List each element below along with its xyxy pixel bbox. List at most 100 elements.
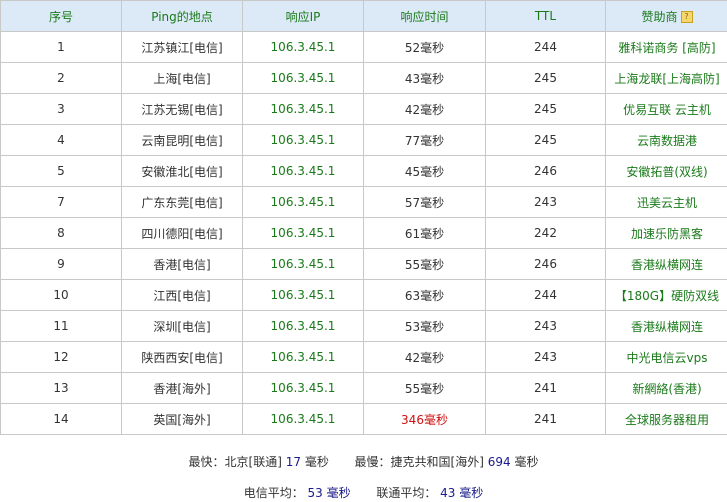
row-location: 江苏镇江[电信] <box>121 31 243 63</box>
fastest-label: 最快：北京[联通] <box>188 455 282 469</box>
sponsor-link[interactable]: 香港纵横网连 <box>605 310 727 342</box>
row-number: 4 <box>0 124 122 156</box>
row-ttl: 244 <box>485 31 606 63</box>
row-number: 9 <box>0 248 122 280</box>
row-location: 香港[海外] <box>121 372 243 404</box>
row-location: 英国[海外] <box>121 403 243 435</box>
row-number: 12 <box>0 341 122 373</box>
row-ttl: 243 <box>485 341 606 373</box>
header-sponsor: 赞助商? <box>605 0 727 32</box>
row-time: 42毫秒 <box>363 93 486 125</box>
table-row: 12 陕西西安[电信] 106.3.45.1 42毫秒 243 中光电信云vps <box>0 341 727 373</box>
row-ip: 106.3.45.1 <box>242 279 364 311</box>
sponsor-link[interactable]: 【180G】硬防双线 <box>605 279 727 311</box>
row-location: 陕西西安[电信] <box>121 341 243 373</box>
question-icon[interactable]: ? <box>680 11 693 23</box>
row-ip: 106.3.45.1 <box>242 372 364 404</box>
header-location: Ping的地点 <box>121 0 243 32</box>
row-number: 11 <box>0 310 122 342</box>
row-ttl: 242 <box>485 217 606 249</box>
table-row: 13 香港[海外] 106.3.45.1 55毫秒 241 新網絡(香港) <box>0 372 727 404</box>
sponsor-link[interactable]: 迅美云主机 <box>605 186 727 218</box>
table-row: 5 安徽淮北[电信] 106.3.45.1 45毫秒 246 安徽拓普(双线) <box>0 155 727 187</box>
row-time: 55毫秒 <box>363 372 486 404</box>
sponsor-link[interactable]: 全球服务器租用 <box>605 403 727 435</box>
row-time: 346毫秒 <box>363 403 486 435</box>
sponsor-link[interactable]: 云南数据港 <box>605 124 727 156</box>
row-number: 7 <box>0 186 122 218</box>
row-location: 广东东莞[电信] <box>121 186 243 218</box>
row-ip: 106.3.45.1 <box>242 217 364 249</box>
row-ip: 106.3.45.1 <box>242 93 364 125</box>
table-row: 9 香港[电信] 106.3.45.1 55毫秒 246 香港纵横网连 <box>0 248 727 280</box>
sponsor-link[interactable]: 新網絡(香港) <box>605 372 727 404</box>
row-location: 上海[电信] <box>121 62 243 94</box>
row-number: 10 <box>0 279 122 311</box>
row-ttl: 241 <box>485 372 606 404</box>
row-ttl: 241 <box>485 403 606 435</box>
row-ip: 106.3.45.1 <box>242 403 364 435</box>
row-location: 深圳[电信] <box>121 310 243 342</box>
sponsor-link[interactable]: 中光电信云vps <box>605 341 727 373</box>
row-location: 安徽淮北[电信] <box>121 155 243 187</box>
row-ttl: 243 <box>485 310 606 342</box>
row-ip: 106.3.45.1 <box>242 31 364 63</box>
row-time: 53毫秒 <box>363 310 486 342</box>
slowest-value: 694 <box>487 455 511 469</box>
row-time: 57毫秒 <box>363 186 486 218</box>
row-location: 四川德阳[电信] <box>121 217 243 249</box>
row-number: 13 <box>0 372 122 404</box>
row-number: 3 <box>0 93 122 125</box>
sponsor-link[interactable]: 上海龙联[上海高防] <box>605 62 727 94</box>
row-time: 52毫秒 <box>363 31 486 63</box>
row-ttl: 244 <box>485 279 606 311</box>
table-row: 3 江苏无锡[电信] 106.3.45.1 42毫秒 245 优易互联 云主机 <box>0 93 727 125</box>
row-ttl: 245 <box>485 62 606 94</box>
row-time: 77毫秒 <box>363 124 486 156</box>
row-time: 55毫秒 <box>363 248 486 280</box>
row-ttl: 246 <box>485 155 606 187</box>
telecom-avg-unit: 毫秒 <box>326 486 351 500</box>
header-sponsor-label: 赞助商 <box>641 9 678 24</box>
row-ip: 106.3.45.1 <box>242 186 364 218</box>
row-ip: 106.3.45.1 <box>242 341 364 373</box>
row-ttl: 245 <box>485 124 606 156</box>
row-time: 63毫秒 <box>363 279 486 311</box>
row-time: 61毫秒 <box>363 217 486 249</box>
unicom-avg-label: 联通平均： <box>376 486 437 500</box>
row-location: 云南昆明[电信] <box>121 124 243 156</box>
table-row: 14 英国[海外] 106.3.45.1 346毫秒 241 全球服务器租用 <box>0 403 727 435</box>
row-ip: 106.3.45.1 <box>242 62 364 94</box>
row-number: 14 <box>0 403 122 435</box>
header-ttl: TTL <box>485 0 606 32</box>
fastest-unit: 毫秒 <box>304 455 329 469</box>
row-ip: 106.3.45.1 <box>242 248 364 280</box>
header-time: 响应时间 <box>363 0 486 32</box>
summary-averages: 电信平均： 53 毫秒 联通平均： 43 毫秒 <box>0 484 727 501</box>
row-number: 8 <box>0 217 122 249</box>
telecom-avg-value: 53 <box>307 486 323 500</box>
header-ip: 响应IP <box>242 0 364 32</box>
table-row: 2 上海[电信] 106.3.45.1 43毫秒 245 上海龙联[上海高防] <box>0 62 727 94</box>
sponsor-link[interactable]: 优易互联 云主机 <box>605 93 727 125</box>
table-header-row: 序号 Ping的地点 响应IP 响应时间 TTL 赞助商? <box>0 0 727 32</box>
table-row: 11 深圳[电信] 106.3.45.1 53毫秒 243 香港纵横网连 <box>0 310 727 342</box>
unicom-avg-unit: 毫秒 <box>459 486 484 500</box>
sponsor-link[interactable]: 加速乐防黑客 <box>605 217 727 249</box>
row-ttl: 243 <box>485 186 606 218</box>
telecom-avg-label: 电信平均： <box>243 486 304 500</box>
row-number: 2 <box>0 62 122 94</box>
sponsor-link[interactable]: 安徽拓普(双线) <box>605 155 727 187</box>
header-number: 序号 <box>0 0 122 32</box>
table-row: 8 四川德阳[电信] 106.3.45.1 61毫秒 242 加速乐防黑客 <box>0 217 727 249</box>
table-row: 1 江苏镇江[电信] 106.3.45.1 52毫秒 244 雅科诺商务 [高防] <box>0 31 727 63</box>
row-ip: 106.3.45.1 <box>242 155 364 187</box>
sponsor-link[interactable]: 香港纵横网连 <box>605 248 727 280</box>
row-ip: 106.3.45.1 <box>242 124 364 156</box>
row-ttl: 246 <box>485 248 606 280</box>
sponsor-link[interactable]: 雅科诺商务 [高防] <box>605 31 727 63</box>
table-row: 4 云南昆明[电信] 106.3.45.1 77毫秒 245 云南数据港 <box>0 124 727 156</box>
table-row: 10 江西[电信] 106.3.45.1 63毫秒 244 【180G】硬防双线 <box>0 279 727 311</box>
row-time: 45毫秒 <box>363 155 486 187</box>
ping-results-table: 序号 Ping的地点 响应IP 响应时间 TTL 赞助商? 1 江苏镇江[电信] 1… <box>0 0 727 435</box>
